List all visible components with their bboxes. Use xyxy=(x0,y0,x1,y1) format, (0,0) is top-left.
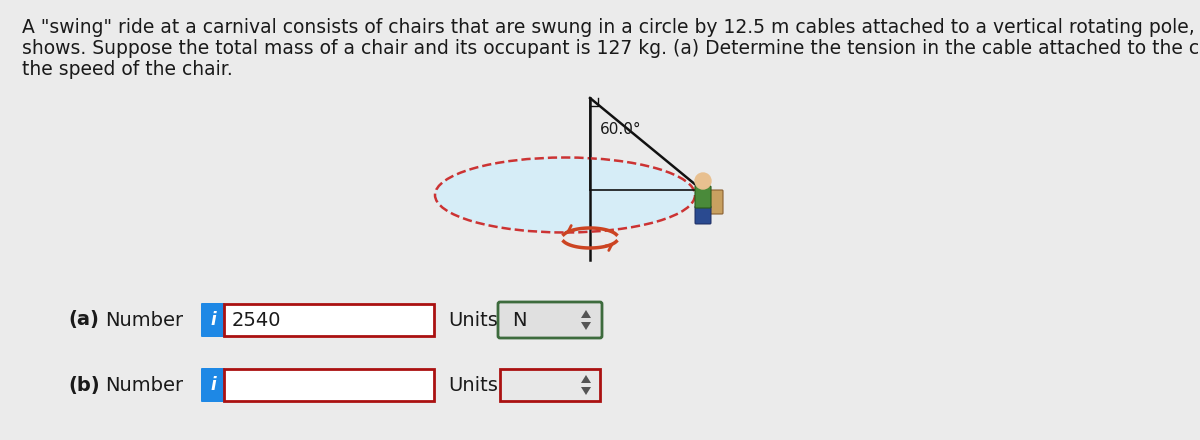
Polygon shape xyxy=(581,375,592,383)
Polygon shape xyxy=(581,310,592,318)
Text: A "swing" ride at a carnival consists of chairs that are swung in a circle by 12: A "swing" ride at a carnival consists of… xyxy=(22,18,1200,37)
Text: 60.0°: 60.0° xyxy=(600,122,642,137)
Text: i: i xyxy=(210,376,216,394)
FancyBboxPatch shape xyxy=(706,190,722,214)
FancyBboxPatch shape xyxy=(695,206,710,224)
Text: (a): (a) xyxy=(68,311,98,330)
Text: i: i xyxy=(210,311,216,329)
FancyBboxPatch shape xyxy=(498,302,602,338)
Bar xyxy=(224,369,434,401)
FancyBboxPatch shape xyxy=(202,303,226,337)
Text: Number: Number xyxy=(106,375,184,395)
Circle shape xyxy=(695,173,710,189)
Text: N: N xyxy=(512,311,527,330)
Text: 2540: 2540 xyxy=(232,311,282,330)
FancyBboxPatch shape xyxy=(202,368,226,402)
Bar xyxy=(500,369,600,401)
Text: the speed of the chair.: the speed of the chair. xyxy=(22,60,233,79)
Text: Units: Units xyxy=(448,375,498,395)
Ellipse shape xyxy=(436,158,695,232)
Text: shows. Suppose the total mass of a chair and its occupant is 127 kg. (a) Determi: shows. Suppose the total mass of a chair… xyxy=(22,39,1200,58)
Text: (b): (b) xyxy=(68,375,100,395)
Text: Units: Units xyxy=(448,311,498,330)
Text: Number: Number xyxy=(106,311,184,330)
FancyBboxPatch shape xyxy=(695,186,710,208)
Polygon shape xyxy=(581,387,592,395)
Polygon shape xyxy=(581,322,592,330)
Bar xyxy=(224,304,434,336)
